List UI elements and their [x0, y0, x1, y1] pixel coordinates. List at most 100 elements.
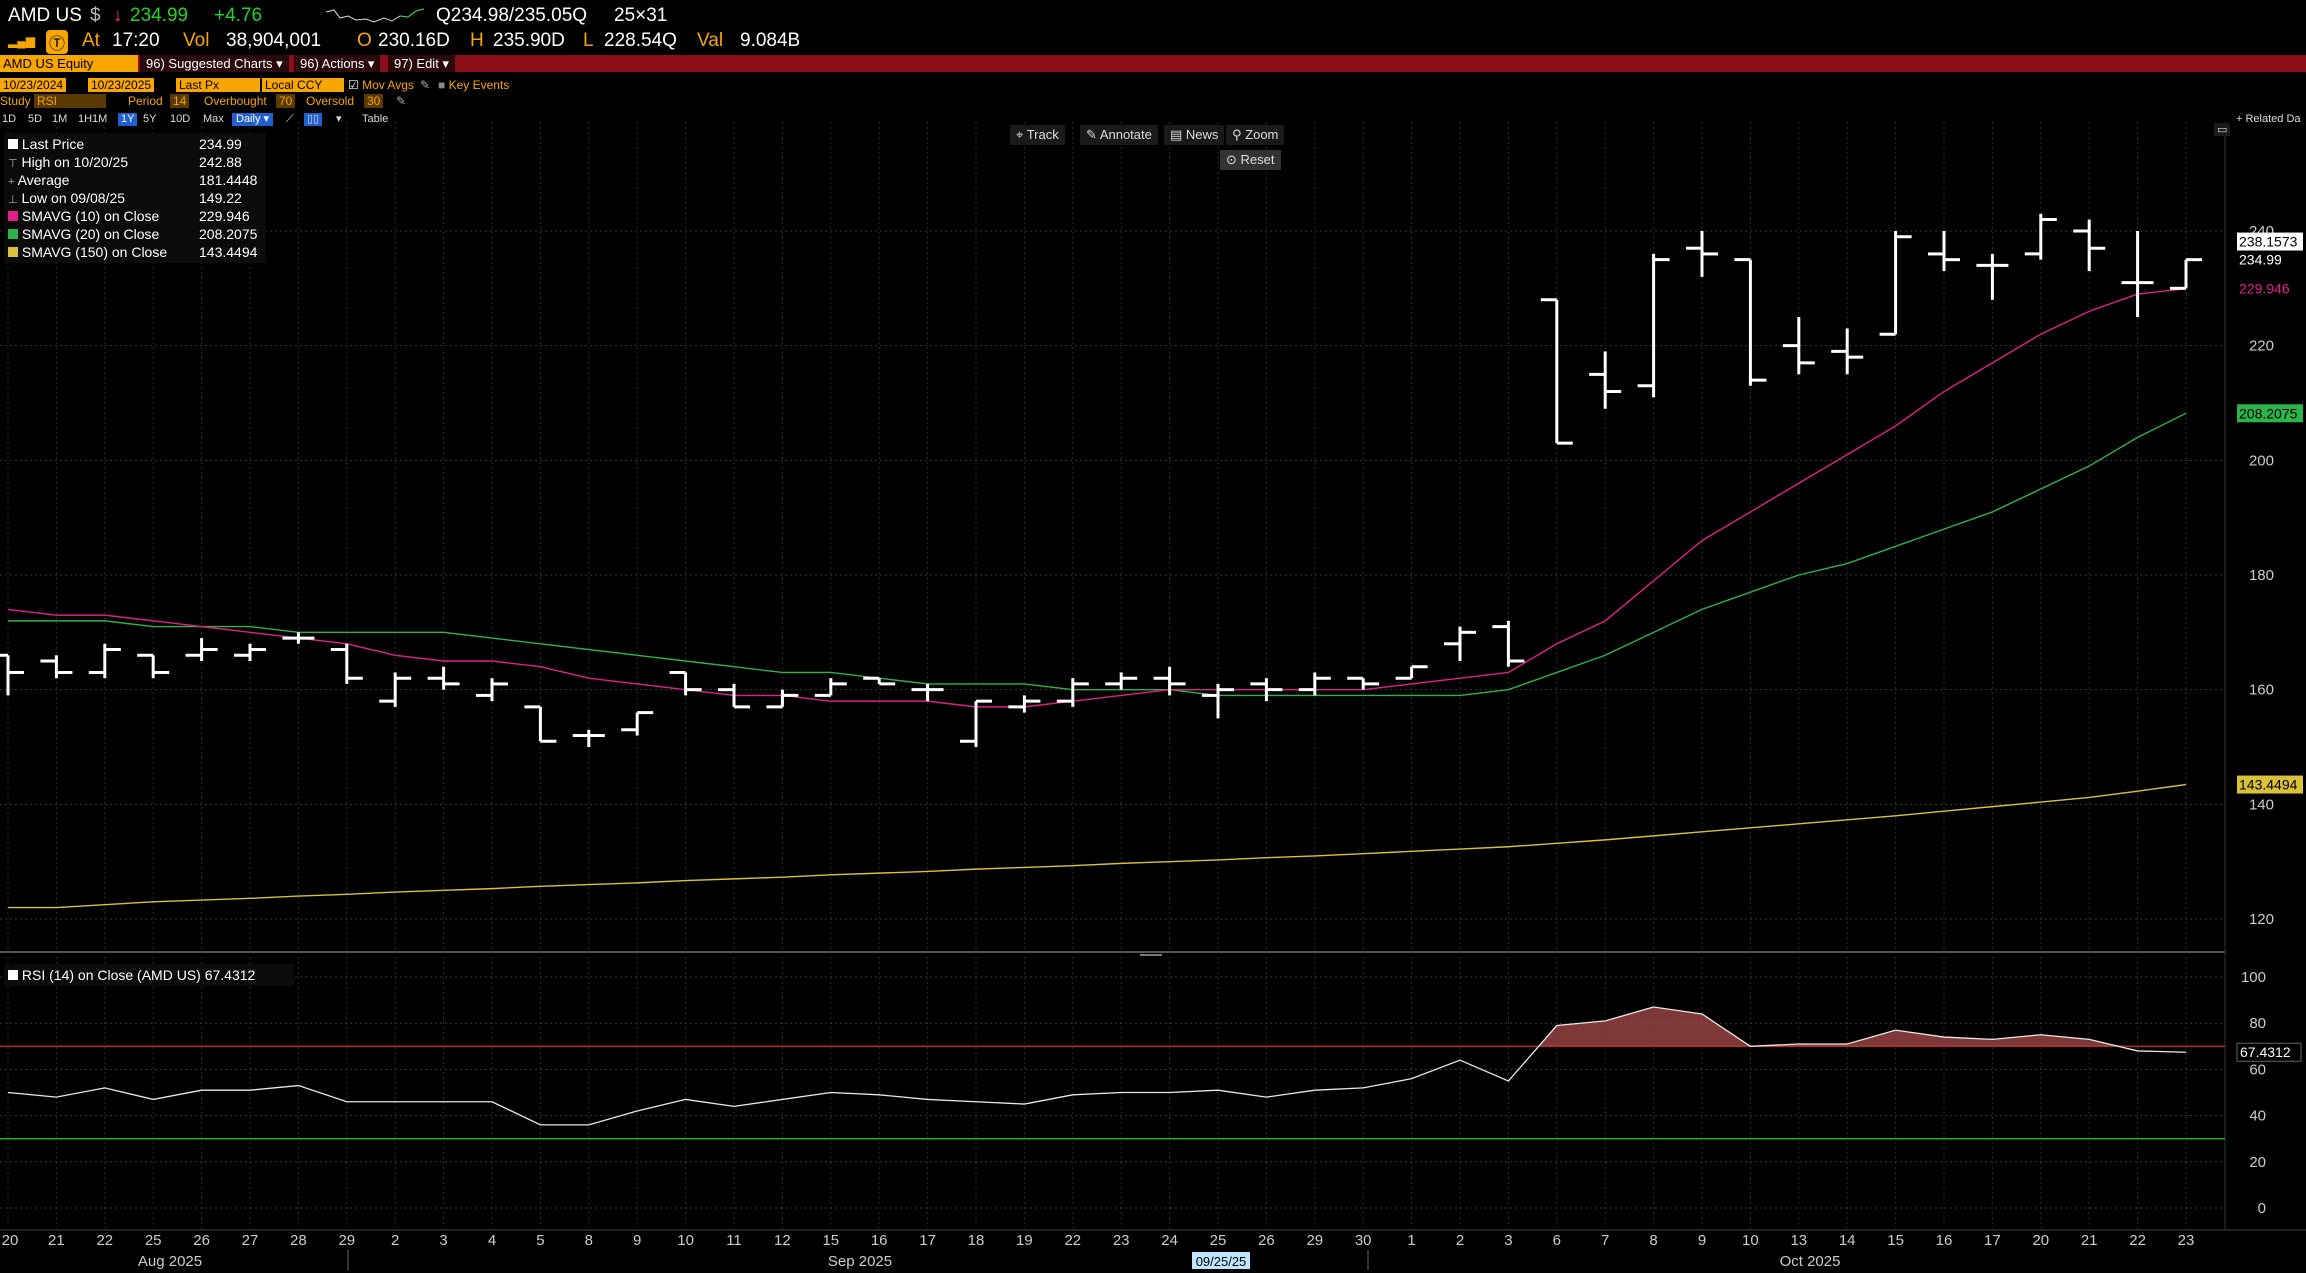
price-tick-label: 160: [2249, 682, 2274, 699]
crosshair-icon: ⌖: [1016, 127, 1024, 142]
range-10d[interactable]: 10D: [170, 113, 191, 125]
ohlc-bar: [1589, 351, 1622, 409]
function-bar: [0, 55, 2306, 72]
date-tick-label: 17: [1984, 1232, 2001, 1249]
open: 230.16D: [378, 30, 450, 51]
at-label: At: [82, 30, 100, 51]
key-events-checkbox[interactable]: ■ Key Events: [438, 78, 510, 92]
ohlc-bar: [766, 689, 799, 709]
rsi-value: 67.4312: [204, 967, 256, 983]
rsi-tick-label: 100: [2241, 969, 2266, 986]
sma150-tag-box: [2237, 775, 2303, 794]
range-5y[interactable]: 5Y: [143, 113, 157, 125]
period-label: Period: [128, 94, 163, 108]
date-tick-label: 6: [1553, 1232, 1561, 1249]
panel-toggle-icon[interactable]: ▭: [2214, 123, 2231, 136]
grid: [0, 122, 2306, 1231]
ohlc-bar: [863, 676, 896, 686]
volume-label: Vol: [183, 30, 210, 51]
currency: $: [90, 5, 101, 26]
range-1y[interactable]: 1Y: [118, 113, 138, 126]
range-5d[interactable]: 5D: [28, 113, 43, 125]
date-tick-label: 9: [1698, 1232, 1706, 1249]
date-tick-label: 10: [1742, 1232, 1759, 1249]
actions-button[interactable]: 96) Actions ▾: [294, 55, 381, 72]
cursor-date-text: 09/25/25: [1196, 1254, 1247, 1269]
price-tick-label: 120: [2249, 911, 2274, 928]
table-button[interactable]: Table: [362, 113, 389, 125]
frequency-select[interactable]: Daily ▾: [232, 113, 274, 126]
oversold-field[interactable]: 30: [364, 94, 384, 108]
high: 235.90D: [493, 30, 565, 51]
ohlc-bar: [1879, 231, 1912, 336]
ohlc-bar: [1298, 672, 1331, 696]
trade-icon[interactable]: Ⓣ: [46, 30, 69, 54]
overbought-field[interactable]: 70: [276, 94, 296, 108]
mov-avgs-checkbox[interactable]: ☑ Mov Avgs: [348, 78, 414, 92]
date-tick-label: 4: [488, 1232, 496, 1249]
ticker[interactable]: AMD US: [8, 5, 82, 26]
chart-type-icon[interactable]: ⟋: [286, 113, 294, 125]
ohlc-bar: [669, 670, 702, 696]
zoom-label: Zoom: [1245, 127, 1279, 142]
date-tick-label: 23: [1113, 1232, 1130, 1249]
suggested-charts-button[interactable]: 96) Suggested Charts ▾: [140, 55, 289, 72]
magnifier-icon: ⚲: [1232, 127, 1242, 142]
pencil-icon[interactable]: ✎: [420, 78, 431, 92]
range-1m[interactable]: 1M: [52, 113, 68, 125]
sma10-tag: 229.946: [2237, 279, 2303, 298]
ohlc-bar: [524, 705, 557, 743]
news-icon: ▤: [1170, 127, 1183, 142]
ohlc-bar: [1831, 328, 1864, 375]
price-tick-label: 220: [2249, 338, 2274, 355]
security-field[interactable]: AMD US Equity: [0, 55, 138, 72]
ohlc-bar: [137, 653, 170, 679]
date-tick-label: 29: [338, 1232, 355, 1249]
volume: 38,904,001: [226, 30, 322, 51]
range-1d[interactable]: 1D: [2, 113, 17, 125]
quote-header: AMD US $ ↓ 234.99 +4.76 Q234.98/235.05Q …: [0, 0, 2306, 30]
sma10-polyline: [7, 287, 2187, 708]
edit-button[interactable]: 97) Edit ▾: [388, 55, 455, 72]
pencil-icon[interactable]: ✎: [396, 94, 407, 108]
study-select[interactable]: RSI: [34, 94, 106, 108]
news-button[interactable]: ▤ News: [1164, 125, 1225, 145]
range-1h1m[interactable]: 1H1M: [78, 113, 108, 125]
track-button[interactable]: ⌖ Track: [1010, 125, 1065, 145]
month-label: Sep 2025: [828, 1253, 892, 1270]
date-tick-label: 2: [1456, 1232, 1464, 1249]
mov-avgs-label: Mov Avgs: [362, 78, 414, 92]
more-icon[interactable]: ▾: [336, 113, 342, 125]
annotate-button[interactable]: ✎ Annotate: [1080, 125, 1158, 145]
ohlc-bar: [2170, 258, 2202, 290]
currency-select[interactable]: Local CCY: [262, 78, 344, 92]
related-data-link[interactable]: + Related Da: [2236, 113, 2301, 125]
price-tick-label: 180: [2249, 567, 2274, 584]
rsi-tick-label: 80: [2249, 1015, 2266, 1032]
date-tick-label: 5: [536, 1232, 544, 1249]
reset-button[interactable]: ⊙ Reset: [1220, 150, 1281, 170]
date-to-field[interactable]: 10/23/2025: [88, 78, 155, 92]
date-tick-label: 23: [2178, 1232, 2195, 1249]
zoom-button[interactable]: ⚲ Zoom: [1226, 125, 1285, 145]
date-tick-label: 19: [1016, 1232, 1033, 1249]
last-price-value: 234.99: [199, 136, 242, 152]
pencil-icon: ✎: [1086, 127, 1097, 142]
month-label: Oct 2025: [1780, 1253, 1841, 1270]
date-from-field[interactable]: 10/23/2024: [0, 78, 67, 92]
sma10-line: [7, 287, 2187, 708]
compare-icon[interactable]: ▯▯: [304, 113, 323, 126]
ohlc-bar: [1250, 678, 1283, 702]
price-axis: 120140160180200220240238.1573234.99229.9…: [2237, 223, 2303, 928]
last-price-swatch: [8, 139, 18, 149]
price-tick-label: 200: [2249, 452, 2274, 469]
period-field[interactable]: 14: [170, 94, 190, 108]
ohlc-bar: [234, 643, 266, 661]
date-tick-label: 1: [1407, 1232, 1415, 1249]
oversold-label: Oversold: [306, 94, 355, 108]
date-tick-label: 3: [439, 1232, 447, 1249]
last-px-select[interactable]: Last Px: [176, 78, 260, 92]
range-max[interactable]: Max: [203, 113, 224, 125]
overbought-fill: [1605, 1007, 1654, 1047]
ohlc-bar: [1008, 695, 1041, 713]
